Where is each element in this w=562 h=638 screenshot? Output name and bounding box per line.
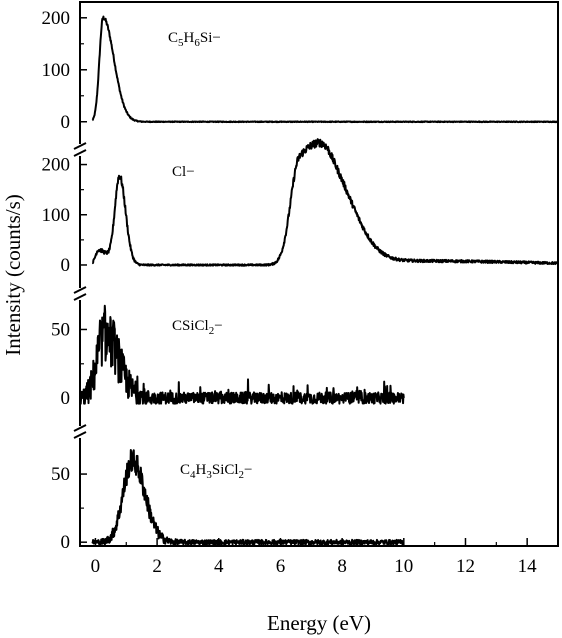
y-tick-label: 50 <box>51 319 70 340</box>
panel-1: 0 100 200 C5H6Si− <box>42 8 559 133</box>
axis-break-mark <box>73 293 87 301</box>
x-axis: 0 2 4 6 8 10 12 14 <box>91 538 537 577</box>
x-tick-label: 0 <box>91 556 101 577</box>
series-label: C5H6Si− <box>168 30 221 49</box>
plot-frame <box>79 1 559 547</box>
y-tick-label: 0 <box>61 388 71 409</box>
y-tick-label: 100 <box>42 205 71 226</box>
x-tick-label: 10 <box>394 556 413 577</box>
series-label: CSiCl2− <box>172 318 223 337</box>
axis-break-mark <box>73 142 87 150</box>
axis-break-mark <box>73 431 87 439</box>
x-tick-label: 12 <box>456 556 475 577</box>
series-label: C4H3SiCl2− <box>180 462 253 481</box>
spectrum-line <box>91 15 559 124</box>
x-tick-label: 6 <box>276 556 286 577</box>
y-tick-label: 200 <box>42 155 71 176</box>
axis-break-mark <box>73 286 87 294</box>
axis-break-mark <box>73 424 87 432</box>
y-axis-title: Intensity (counts/s) <box>1 194 25 356</box>
series-label: Cl− <box>172 164 195 180</box>
panel-4: 0 50 C4H3SiCl2− <box>51 448 405 553</box>
axis-breaks <box>73 142 87 439</box>
spectrum-line <box>91 448 405 546</box>
x-tick-label: 2 <box>152 556 162 577</box>
panel-2: 0 100 200 Cl− <box>42 138 559 276</box>
y-tick-label: 0 <box>61 532 71 553</box>
y-tick-label: 50 <box>51 464 70 485</box>
spectrum-line <box>91 138 559 267</box>
x-tick-label: 14 <box>518 556 538 577</box>
panel-3: 0 50 CSiCl2− <box>51 304 405 409</box>
x-tick-label: 8 <box>337 556 347 577</box>
y-tick-label: 200 <box>42 8 71 29</box>
x-tick-label: 4 <box>214 556 224 577</box>
panels: 0 100 200 C5H6Si− 0 100 200 Cl− 0 50 CSiCl2− 0 50 C4H… <box>42 8 559 553</box>
y-tick-label: 0 <box>61 255 71 276</box>
x-axis-title: Energy (eV) <box>267 611 371 635</box>
spectrum-line <box>79 304 405 405</box>
axis-break-mark <box>73 149 87 157</box>
y-tick-label: 0 <box>61 112 71 133</box>
y-tick-label: 100 <box>42 60 71 81</box>
